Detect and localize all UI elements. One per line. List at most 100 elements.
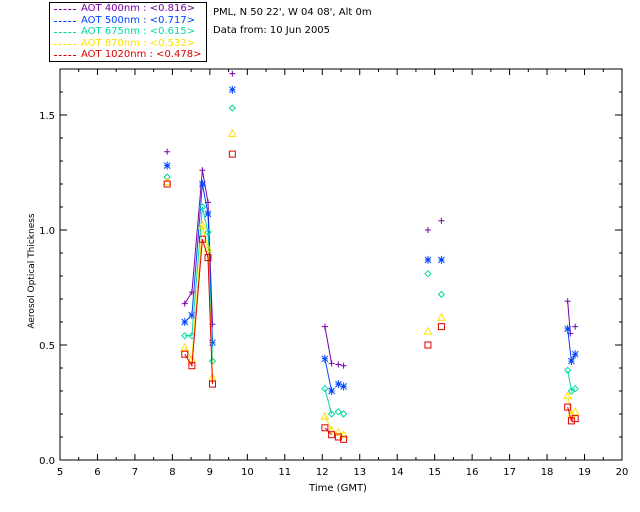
- data-point-star: [209, 338, 216, 347]
- series-line: [567, 370, 576, 392]
- x-tick-label: 6: [94, 467, 100, 478]
- series-line: [324, 358, 333, 392]
- data-point-plus: [199, 167, 206, 174]
- data-point-diamond: [563, 366, 572, 375]
- legend-label-1020: AOT 1020nm : <0.478>: [81, 49, 202, 60]
- data-point-diamond: [334, 407, 343, 416]
- data-point-star: [424, 255, 432, 264]
- series-layer: [162, 70, 580, 443]
- data-point-star: [204, 209, 212, 218]
- data-point-diamond: [424, 269, 432, 278]
- x-tick-label: 10: [241, 467, 254, 478]
- series-1: [163, 85, 579, 395]
- x-tick-label: 16: [466, 467, 479, 478]
- data-point-square: [564, 403, 572, 411]
- series-2: [163, 104, 579, 418]
- data-point-star: [163, 161, 171, 170]
- y-tick-label: 0.5: [39, 341, 55, 352]
- series-3: [162, 128, 580, 439]
- data-point-square: [321, 424, 329, 432]
- plot-border: [59, 68, 623, 461]
- legend-label-675: AOT 675nm : <0.615>: [81, 26, 196, 37]
- data-point-square: [567, 417, 575, 425]
- data-point-square: [188, 362, 196, 370]
- legend-swatch-400: [54, 9, 76, 10]
- data-point-square: [424, 341, 432, 349]
- x-axis-label: Time (GMT): [308, 483, 367, 494]
- y-axis: 0.0 0.5 1.0 1.5: [39, 91, 622, 467]
- y-tick-label: 0.0: [39, 456, 55, 467]
- data-point-star: [438, 255, 445, 264]
- data-point-plus: [181, 300, 188, 307]
- data-point-star: [228, 85, 236, 94]
- data-point-diamond: [228, 104, 237, 112]
- data-point-triangle: [563, 391, 573, 400]
- x-tick-label: 19: [578, 467, 591, 478]
- data-point-plus: [438, 217, 445, 224]
- data-point-square: [208, 380, 216, 388]
- data-point-plus: [321, 323, 328, 330]
- x-tick-label: 20: [616, 467, 629, 478]
- x-tick-label: 18: [541, 467, 554, 478]
- data-point-star: [568, 357, 575, 366]
- x-tick-label: 5: [57, 467, 63, 478]
- legend-label-400: AOT 400nm : <0.816>: [81, 3, 196, 14]
- legend: AOT 400nm : <0.816> AOT 500nm : <0.717> …: [49, 2, 207, 62]
- data-point-plus: [335, 361, 342, 368]
- data-point-star: [571, 350, 579, 359]
- y-tick-label: 1.0: [39, 226, 55, 237]
- data-point-triangle: [334, 427, 343, 436]
- x-tick-label: 8: [169, 467, 175, 478]
- data-point-square: [204, 254, 212, 262]
- x-tick-label: 12: [316, 467, 329, 478]
- x-tick-label: 7: [132, 467, 138, 478]
- data-point-diamond: [181, 332, 189, 340]
- data-point-triangle: [570, 407, 580, 416]
- data-point-plus: [328, 360, 335, 367]
- x-tick-label: 17: [503, 467, 516, 478]
- data-point-triangle: [203, 243, 213, 252]
- data-point-plus: [340, 362, 347, 369]
- data-point-square: [340, 435, 348, 443]
- data-point-diamond: [163, 173, 171, 181]
- data-point-triangle: [327, 425, 336, 434]
- data-point-diamond: [437, 290, 446, 299]
- data-point-star: [199, 180, 206, 188]
- x-tick-label: 9: [207, 467, 213, 478]
- series-4: [163, 150, 579, 443]
- x-tick-label: 14: [391, 467, 404, 478]
- data-point-plus: [424, 227, 431, 233]
- data-point-triangle: [423, 326, 433, 335]
- data-point-plus: [564, 298, 571, 305]
- data-point-star: [181, 318, 189, 326]
- data-point-diamond: [198, 203, 207, 211]
- x-tick-label: 15: [428, 467, 441, 478]
- series-line: [184, 239, 213, 385]
- data-point-diamond: [321, 384, 329, 393]
- data-point-square: [163, 180, 171, 188]
- legend-label-500: AOT 500nm : <0.717>: [81, 15, 196, 26]
- data-point-square: [328, 431, 336, 439]
- data-point-square: [437, 323, 445, 331]
- data-point-triangle: [437, 312, 446, 321]
- data-point-plus: [572, 323, 579, 330]
- data-point-plus: [229, 70, 236, 77]
- series-line: [324, 388, 333, 415]
- data-point-triangle: [180, 342, 190, 351]
- series-line: [567, 406, 572, 422]
- data-point-diamond: [204, 228, 212, 237]
- data-point-plus: [164, 148, 171, 155]
- data-point-square: [198, 235, 206, 243]
- data-point-triangle: [228, 128, 237, 137]
- legend-swatch-1020: [54, 55, 76, 56]
- x-axis: 5 6 7 8 9 10 11 12 13 14 15 16 17 18 19 20: [57, 69, 629, 478]
- data-point-diamond: [571, 384, 579, 393]
- data-point-diamond: [339, 410, 348, 418]
- legend-label-870: AOT 870nm : <0.532>: [81, 38, 196, 49]
- data-point-square: [334, 433, 342, 441]
- data-point-square: [571, 415, 579, 423]
- y-tick-label: 1.5: [39, 111, 55, 122]
- data-point-star: [188, 311, 196, 320]
- data-point-star: [328, 387, 335, 395]
